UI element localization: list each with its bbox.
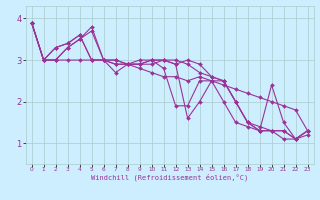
X-axis label: Windchill (Refroidissement éolien,°C): Windchill (Refroidissement éolien,°C) [91, 174, 248, 181]
